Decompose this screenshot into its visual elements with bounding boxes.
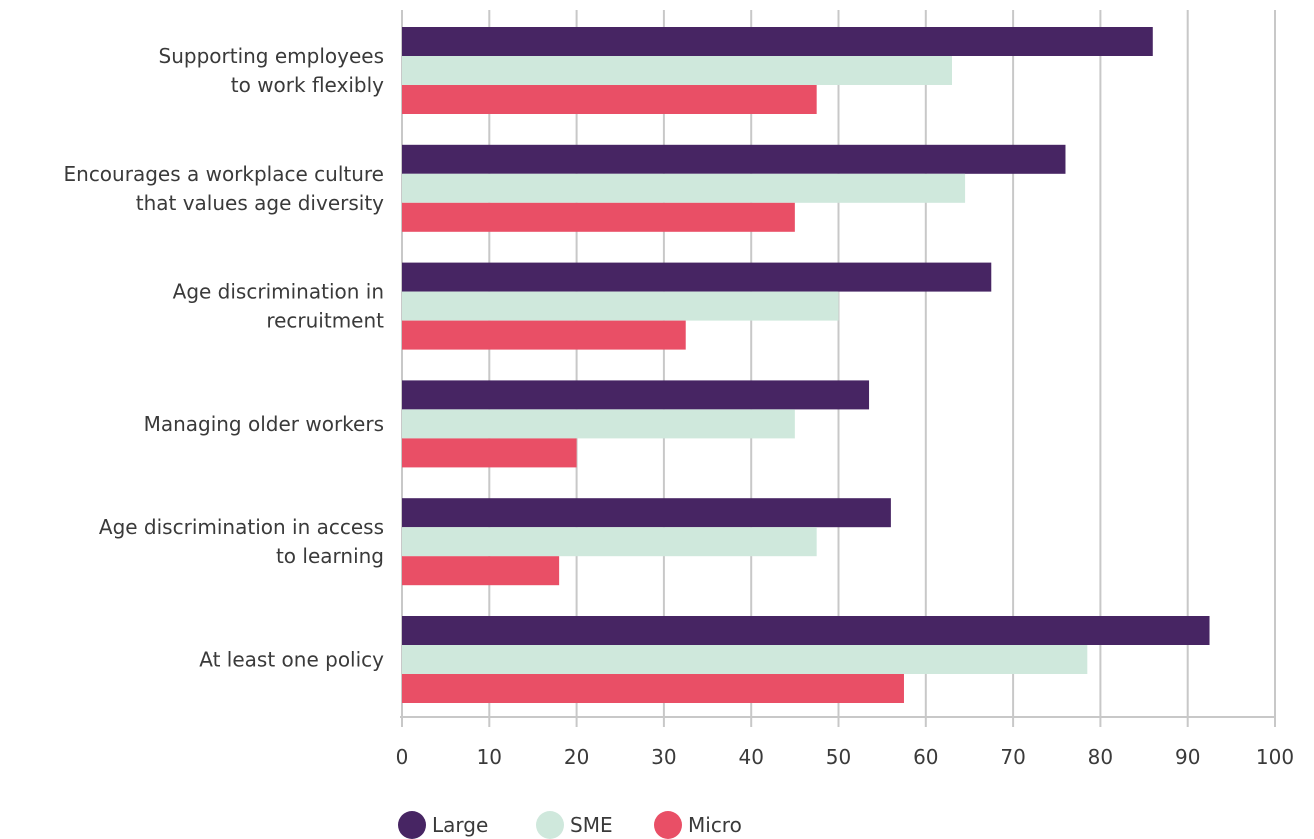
bar-micro	[402, 202, 795, 232]
x-axis: 0 10 20 30 40 50 60 70 80 90 100	[396, 716, 1294, 769]
bar-sme	[402, 527, 817, 557]
x-tick-label: 20	[564, 745, 589, 769]
category-label: At least one policy	[199, 648, 384, 672]
bar-sme	[402, 56, 952, 85]
category-label: Managing older workers	[144, 412, 384, 436]
legend-swatch-sme	[536, 811, 564, 839]
legend: Large SME Micro	[398, 811, 742, 839]
bars	[402, 27, 1210, 703]
category-label: Supporting employees	[159, 44, 385, 68]
bar-sme	[402, 173, 966, 203]
category-label: recruitment	[266, 309, 384, 333]
bar-large	[402, 262, 992, 292]
bar-large	[402, 380, 870, 410]
x-tick-label: 50	[826, 745, 851, 769]
bar-sme	[402, 645, 1088, 674]
legend-label-micro: Micro	[688, 813, 742, 837]
category-label: to work flexibly	[231, 73, 384, 97]
bar-sme	[402, 409, 795, 439]
category-label: to learning	[276, 544, 384, 568]
category-label: Age discrimination in	[173, 280, 384, 304]
category-labels: Supporting employees to work flexibly Enco…	[64, 44, 385, 672]
x-tick-label: 100	[1256, 745, 1294, 769]
x-tick-label: 0	[396, 745, 409, 769]
bar-large	[402, 27, 1153, 56]
bar-large	[402, 498, 891, 528]
category-label: that values age diversity	[136, 191, 384, 215]
bar-micro	[402, 320, 686, 350]
x-tick-label: 70	[1000, 745, 1025, 769]
bar-micro	[402, 674, 904, 703]
x-tick-label: 40	[738, 745, 763, 769]
bar-micro	[402, 556, 560, 586]
legend-label-sme: SME	[570, 813, 613, 837]
category-label: Age discrimination in access	[99, 515, 384, 539]
x-tick-label: 90	[1175, 745, 1200, 769]
legend-swatch-large	[398, 811, 426, 839]
x-tick-label: 30	[651, 745, 676, 769]
bar-large	[402, 144, 1066, 174]
bar-large	[402, 616, 1210, 645]
bar-micro	[402, 438, 577, 468]
x-tick-label: 80	[1088, 745, 1113, 769]
legend-label-large: Large	[432, 813, 488, 837]
category-label: Encourages a workplace culture	[64, 162, 385, 186]
bar-micro	[402, 85, 817, 114]
x-tick-label: 60	[913, 745, 938, 769]
bar-sme	[402, 291, 839, 321]
x-tick-label: 10	[477, 745, 502, 769]
legend-swatch-micro	[654, 811, 682, 839]
gridlines	[401, 10, 1276, 727]
